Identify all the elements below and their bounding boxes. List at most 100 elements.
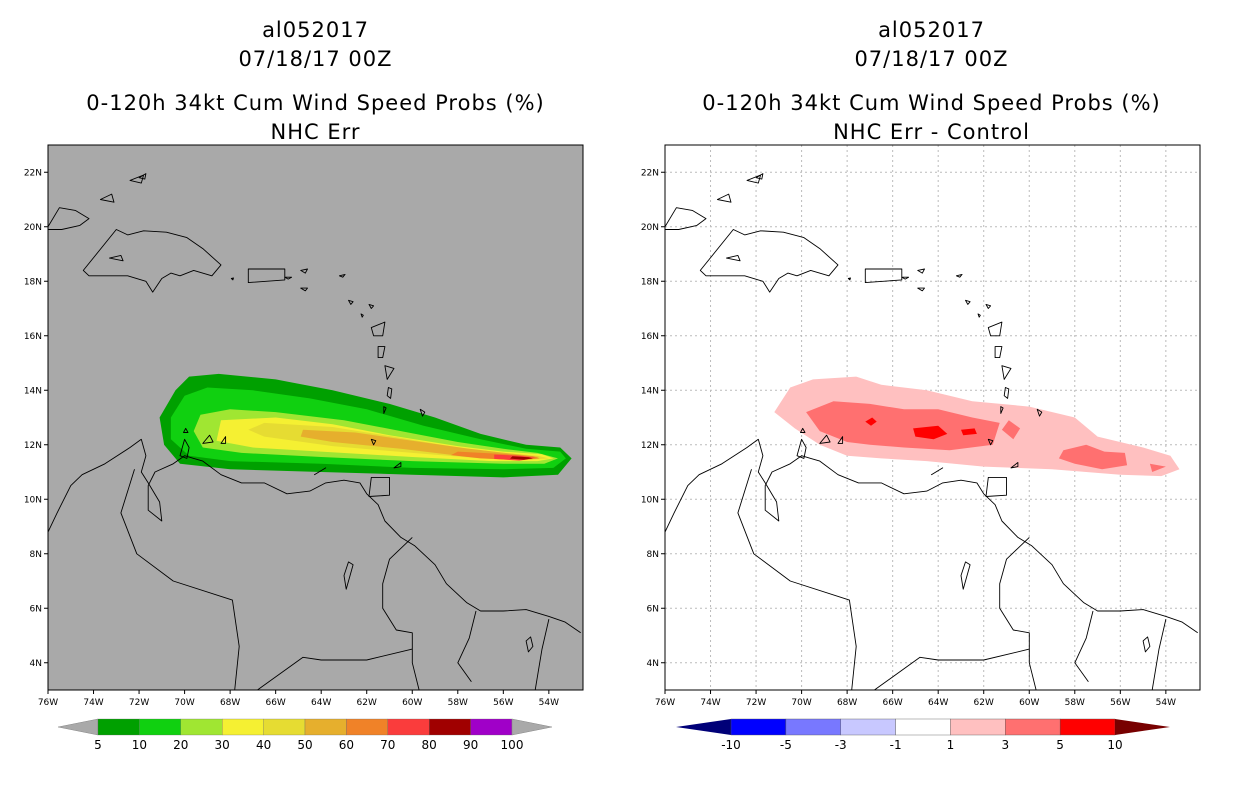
y-tick-label: 14N: [24, 386, 42, 396]
y-tick-label: 20N: [24, 223, 42, 233]
y-tick-label: 16N: [641, 332, 659, 342]
colorbar-label: 10: [1107, 738, 1122, 752]
colorbar-label: -10: [721, 738, 741, 752]
coast-anguilla: [338, 273, 346, 278]
colorbar-bin: [387, 718, 430, 736]
colorbar-bin: [180, 718, 223, 736]
x-tick-label: 58W: [448, 698, 468, 708]
coast-bonaire: [220, 436, 227, 444]
colorbar-label: 40: [256, 738, 271, 752]
colorbar-label: 5: [94, 738, 102, 752]
x-tick-label: 72W: [129, 698, 149, 708]
y-tick-label: 18N: [24, 277, 42, 287]
x-tick-label: 66W: [265, 698, 285, 708]
colorbar-bin: [1059, 718, 1116, 736]
colorbar-bin: [429, 718, 471, 736]
colorbar-bin: [304, 718, 347, 736]
coast-border-brazil: [257, 648, 413, 690]
colorbar-label: 50: [297, 738, 312, 752]
right-title-model: NHC Err - Control: [833, 120, 1030, 144]
coast-border-brazil: [874, 648, 1030, 690]
colorbar-label: 1: [947, 738, 955, 752]
left-probability-plume: [159, 373, 572, 478]
y-tick-label: 6N: [647, 604, 659, 614]
x-tick-label: 62W: [974, 698, 994, 708]
coast-border-guy-sur: [1074, 610, 1094, 683]
coast-guadeloupe: [370, 321, 386, 337]
x-tick-label: 62W: [357, 698, 377, 708]
coast-lake-guri: [960, 561, 971, 590]
coast-antigua: [985, 303, 992, 309]
y-tick-label: 12N: [641, 441, 659, 451]
y-tick-label: 12N: [24, 441, 42, 451]
colorbar-bin: [346, 718, 388, 736]
y-tick-label: 10N: [641, 495, 659, 505]
coast-mona: [230, 277, 234, 281]
coast-inagua: [716, 193, 732, 203]
y-tick-label: 10N: [24, 495, 42, 505]
colorbar-bin: [222, 718, 264, 736]
coast-virgin-islands: [300, 268, 308, 274]
colorbar-label: 80: [422, 738, 437, 752]
coast-aruba: [183, 427, 189, 433]
left-title-storm-id: al052017: [262, 18, 369, 42]
coast-cuba-east: [48, 207, 90, 230]
x-tick-label: 70W: [791, 698, 811, 708]
coast-border-sur-fg: [534, 618, 550, 690]
colorbar-label: 3: [1001, 738, 1009, 752]
y-tick-label: 4N: [30, 659, 42, 669]
coast-lake-guri: [343, 561, 354, 590]
coast-hispaniola: [699, 229, 839, 293]
coast-mona: [847, 277, 851, 281]
coast-gonave: [109, 254, 124, 262]
coast-st-croix: [917, 287, 925, 292]
x-tick-label: 54W: [539, 698, 559, 708]
left-title-model: NHC Err: [270, 120, 361, 144]
x-tick-label: 66W: [882, 698, 902, 708]
coast-grenada: [370, 438, 377, 446]
colorbar-arrow-high: [511, 718, 553, 736]
coast-turks: [746, 174, 762, 184]
right-title-product: 0-120h 34kt Cum Wind Speed Probs (%): [702, 91, 1161, 115]
coast-margarita: [930, 467, 944, 476]
coast-barbados: [419, 408, 426, 417]
coast-border-ven-guy: [999, 537, 1037, 690]
coast-guadeloupe: [987, 321, 1003, 337]
x-tick-label: 72W: [746, 698, 766, 708]
coast-paraguana: [796, 438, 807, 459]
left-coastlines: [48, 173, 581, 690]
right-axis-ticks: 76W 74W 72W 70W 68W 66W 64W 62W 60W 58W 56W 54W 4N 6N…: [641, 168, 1176, 708]
x-tick-label: 76W: [655, 698, 675, 708]
x-tick-label: 74W: [83, 698, 103, 708]
right-colorbar: -10 -5 -3 -1 1 3 5 10: [676, 718, 1170, 752]
x-tick-label: 64W: [928, 698, 948, 708]
coast-caicos: [755, 173, 764, 180]
x-tick-label: 76W: [38, 698, 58, 708]
coast-cuba-east: [665, 207, 707, 230]
coast-bonaire: [837, 436, 844, 444]
coast-border-col-ven: [737, 469, 857, 690]
colorbar-bin: [895, 718, 951, 736]
colorbar-bin: [730, 718, 787, 736]
y-tick-label: 8N: [30, 550, 42, 560]
diff-3pct-contour: [806, 401, 1000, 451]
colorbar-label: 90: [463, 738, 478, 752]
x-tick-label: 70W: [174, 698, 194, 708]
x-tick-label: 60W: [402, 698, 422, 708]
colorbar-label: -1: [890, 738, 902, 752]
diff-5pct-contour: [961, 428, 977, 436]
colorbar-label: -3: [835, 738, 847, 752]
coast-trinidad: [985, 476, 1007, 497]
coast-caicos: [138, 173, 147, 180]
colorbar-label: 100: [501, 738, 524, 752]
colorbar-bin: [840, 718, 896, 736]
colorbar-bin: [97, 718, 140, 736]
x-tick-label: 56W: [493, 698, 513, 708]
right-difference-field: [774, 376, 1180, 477]
y-tick-label: 18N: [641, 277, 659, 287]
y-tick-label: 22N: [641, 168, 659, 178]
coast-tobago: [393, 462, 402, 469]
coast-venezuela-colombia: [48, 438, 581, 634]
coast-curacao: [202, 434, 214, 444]
coast-vieques: [284, 276, 293, 280]
